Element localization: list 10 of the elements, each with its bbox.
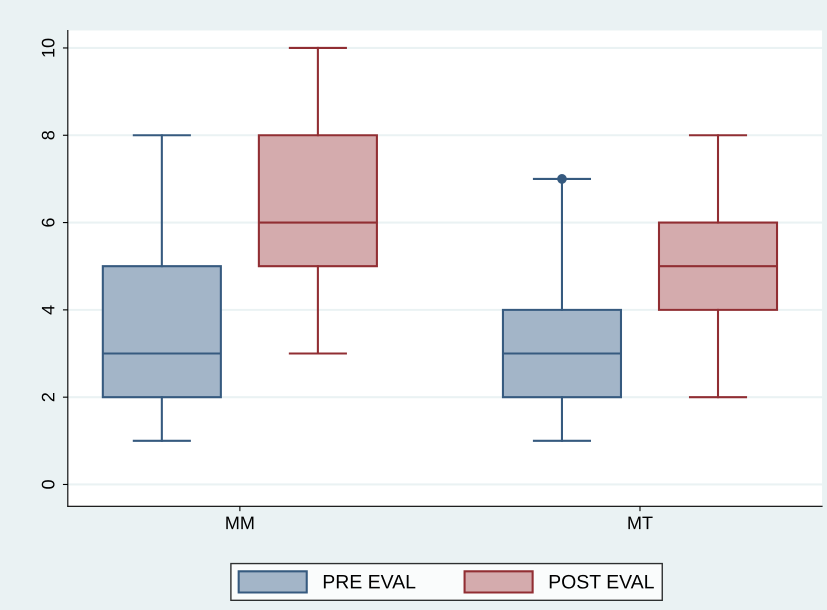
x-tick-label: MM bbox=[226, 516, 254, 530]
y-tick-label: 6 bbox=[42, 218, 55, 227]
y-tick-label: 2 bbox=[42, 393, 54, 402]
y-tick-label: 8 bbox=[42, 131, 55, 140]
x-tick-label: MT bbox=[628, 516, 653, 530]
y-tick-label: 0 bbox=[42, 480, 55, 489]
legend-label: POST EVAL bbox=[550, 574, 654, 589]
y-tick-label: 4 bbox=[42, 305, 54, 314]
y-tick-label: 10 bbox=[42, 38, 55, 57]
legend-label: PRE EVAL bbox=[324, 575, 416, 588]
